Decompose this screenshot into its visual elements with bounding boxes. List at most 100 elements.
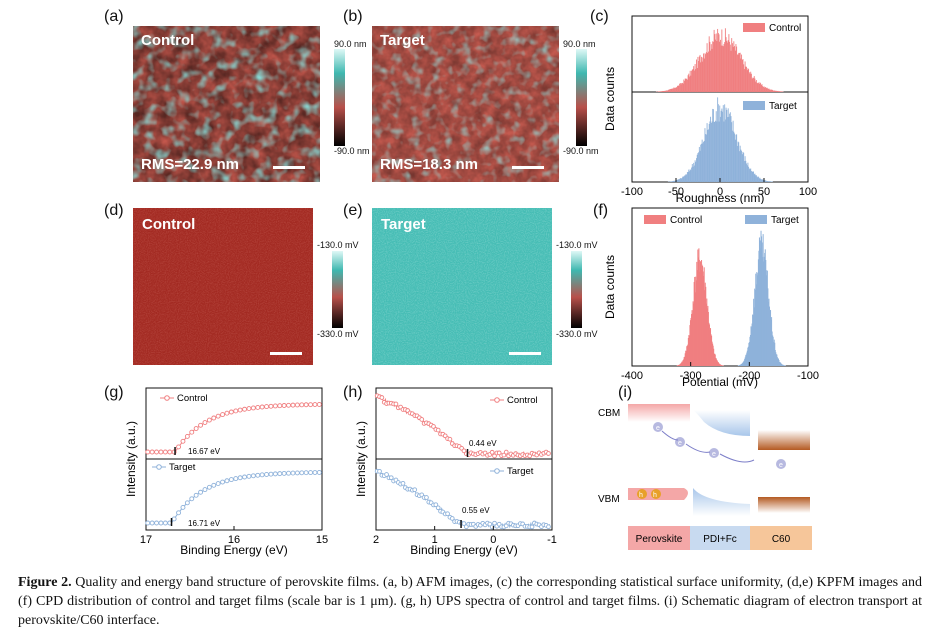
histogram-bin <box>765 88 767 92</box>
figure-caption: Figure 2. Quality and energy band struct… <box>18 573 922 630</box>
histogram-bin <box>745 66 747 92</box>
data-point <box>268 403 274 409</box>
histogram-bin <box>715 33 717 92</box>
histogram-bin <box>721 108 723 182</box>
pdi-cb <box>693 410 750 436</box>
x-tick-label: -400 <box>621 370 643 382</box>
histogram-bin <box>698 146 700 182</box>
kpfm-image-control: Control <box>133 208 313 365</box>
histogram-bin <box>712 41 714 92</box>
histogram-bin <box>749 169 751 182</box>
data-point <box>393 401 399 407</box>
histogram-bin <box>766 87 768 92</box>
histogram-bin <box>694 160 696 182</box>
histogram-bin <box>716 359 718 366</box>
histogram-bin <box>755 175 757 182</box>
histogram-bin <box>729 41 731 92</box>
svg-text:e: e <box>678 440 682 447</box>
data-point <box>316 470 322 475</box>
svg-text:h: h <box>639 492 643 499</box>
histogram-bin <box>680 177 682 182</box>
histogram-bin <box>751 171 753 182</box>
data-point <box>286 470 292 476</box>
caption-lead: Figure 2. <box>18 575 72 590</box>
histogram-bin <box>720 110 722 182</box>
histogram-bin <box>684 175 685 182</box>
histogram-bin <box>697 249 699 366</box>
histogram-bin <box>736 145 738 182</box>
data-point <box>180 504 186 510</box>
afm-label-target: Target <box>380 32 425 49</box>
histogram-bin <box>689 325 691 366</box>
data-point <box>379 395 385 400</box>
histogram-bin <box>689 76 690 92</box>
histogram-bin <box>702 271 704 366</box>
histogram-bin <box>738 52 740 92</box>
histogram-bin <box>699 150 701 182</box>
histogram-bin <box>697 257 699 366</box>
histogram-bin <box>761 84 763 92</box>
histogram-bin <box>703 140 705 182</box>
histogram-bin <box>674 180 676 182</box>
histogram-bin <box>710 334 712 366</box>
data-point <box>546 524 551 530</box>
histogram-bin <box>771 317 773 366</box>
data-point <box>154 520 160 526</box>
histogram-bin <box>749 336 751 366</box>
histogram-bin <box>680 363 682 366</box>
histogram-bin <box>700 269 702 366</box>
histogram-bin <box>701 139 703 182</box>
histogram-bin <box>699 271 701 366</box>
histogram-bin <box>739 151 740 182</box>
chart-g-xlabel: Binding Energy (eV) <box>180 543 287 557</box>
data-point <box>308 402 314 408</box>
histogram-bin <box>745 355 747 366</box>
histogram-bin <box>738 365 740 366</box>
panel-label-i: (i) <box>618 384 633 401</box>
histogram-bin <box>748 342 750 366</box>
histogram-bin <box>685 78 687 92</box>
histogram-bin <box>681 178 683 182</box>
histogram-bin <box>676 179 678 182</box>
histogram-bin <box>700 62 702 92</box>
histogram-bin <box>744 358 746 366</box>
histogram-bin <box>759 240 761 366</box>
legend-label-target: Target <box>507 466 534 477</box>
histogram-bin <box>755 175 757 182</box>
histogram-bin <box>676 365 678 366</box>
histogram-bin <box>696 158 697 182</box>
histogram-bin <box>713 121 715 182</box>
histogram-bin <box>658 91 659 92</box>
histogram-bin <box>753 76 755 92</box>
histogram-bin <box>689 171 690 182</box>
chart-g-ylabel: Intensity (a.u.) <box>124 421 138 497</box>
data-point <box>294 470 300 476</box>
histogram-bin <box>672 88 674 92</box>
histogram-bin <box>755 273 757 366</box>
hole-icon: h h <box>637 489 661 499</box>
histogram-bin <box>669 89 671 92</box>
histogram-bin <box>732 120 734 182</box>
histogram-bin <box>703 58 705 92</box>
histogram-bin <box>718 34 720 92</box>
histogram-bin <box>689 70 691 92</box>
histogram-bin <box>743 69 745 92</box>
histogram-bin <box>682 361 684 366</box>
histogram-bin <box>670 89 671 92</box>
histogram-bin <box>755 284 757 366</box>
histogram-bin <box>750 73 752 92</box>
data-point <box>492 453 497 459</box>
histogram-bin <box>766 270 768 366</box>
c60-cb <box>758 430 810 450</box>
data-point <box>449 516 455 521</box>
histogram-bin <box>710 50 712 92</box>
annotation-cutoff-target: 16.71 eV <box>188 519 221 528</box>
histogram-bin <box>747 162 749 182</box>
histogram-bin <box>762 179 764 182</box>
histogram-bin <box>731 130 733 182</box>
histogram-bin <box>690 75 692 92</box>
histogram-bin <box>763 86 765 92</box>
histogram-bin <box>746 66 747 92</box>
histogram-bin <box>773 339 775 366</box>
histogram-bin <box>738 142 740 182</box>
